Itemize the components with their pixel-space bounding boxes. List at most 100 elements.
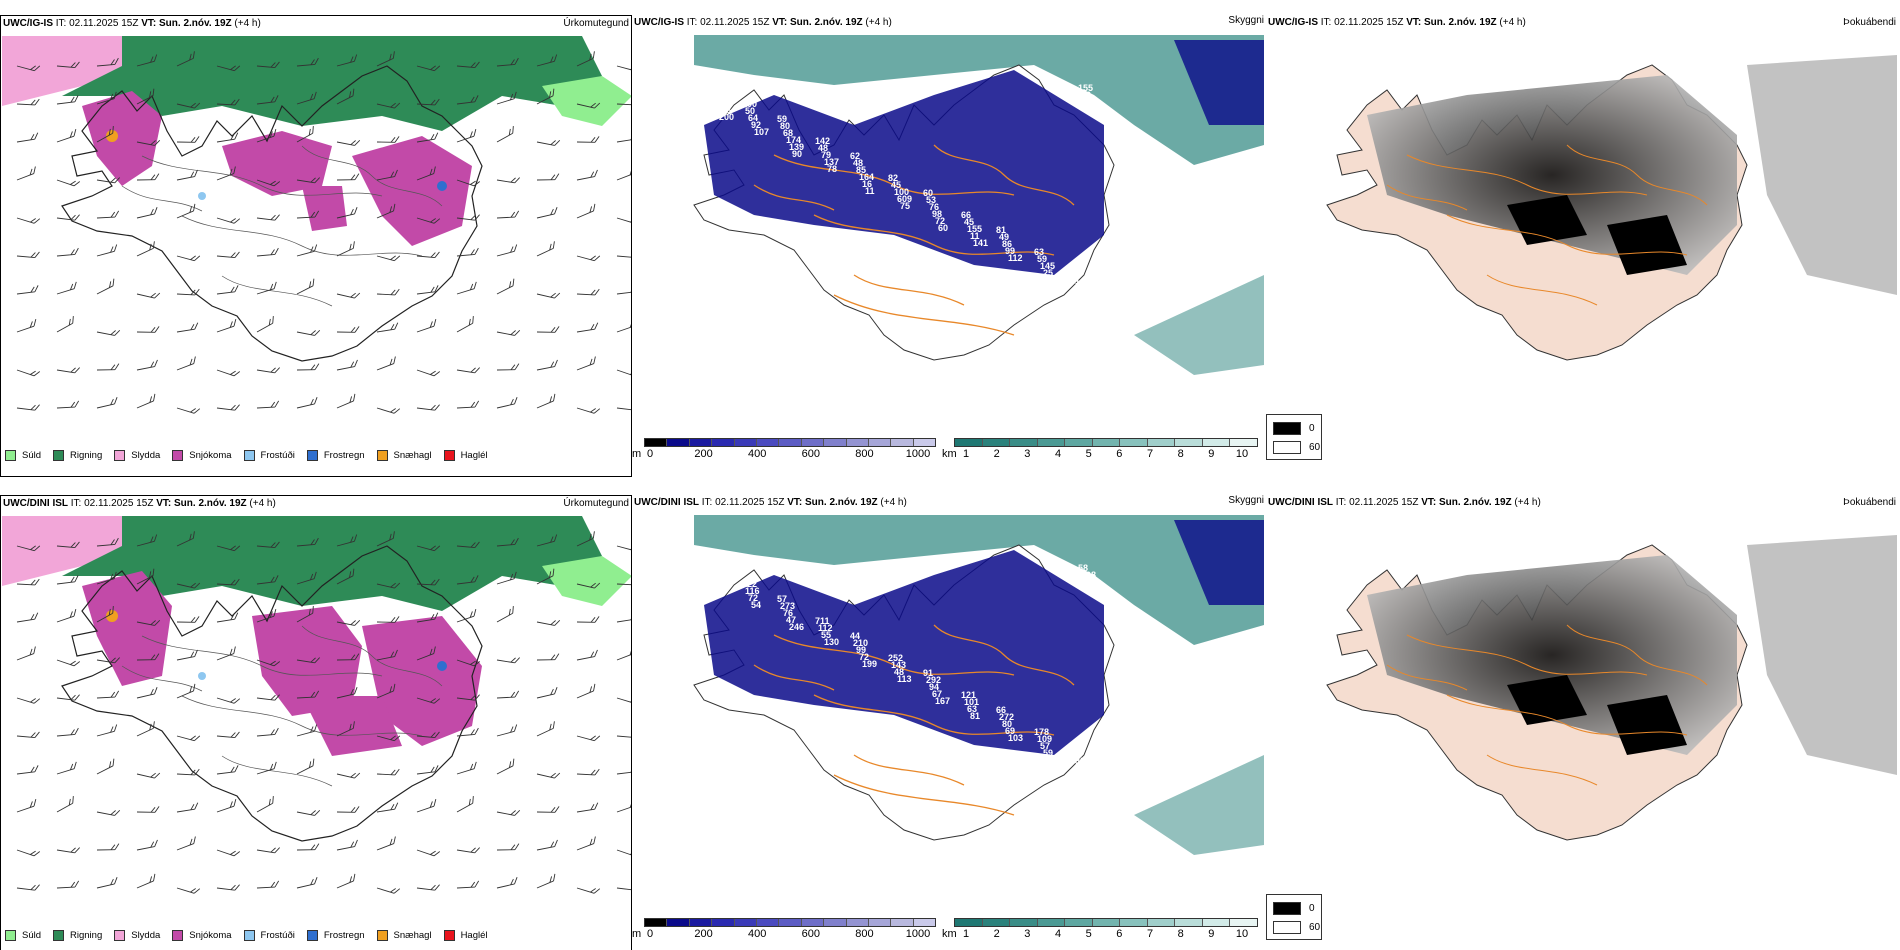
- wind-barb: [96, 809, 121, 816]
- ceiling-value-label: 147: [713, 98, 728, 108]
- terrain-contour: [1406, 634, 1648, 676]
- low-ceiling-area: [704, 550, 1104, 755]
- wind-barb: [96, 210, 120, 219]
- legend-swatch: [172, 929, 184, 941]
- fog-legend-label: 0: [1309, 903, 1315, 914]
- colorbar-tick: 10: [1235, 448, 1249, 460]
- colorbar-tick: 200: [694, 448, 713, 460]
- wind-barb: [456, 880, 480, 889]
- colorbar-bin: [734, 439, 757, 446]
- legend-label: Snjókoma: [189, 929, 232, 941]
- wind-barb: [176, 768, 200, 776]
- wind-barb: [416, 251, 440, 259]
- ceiling-value-label: 164: [859, 172, 874, 182]
- legend-label: Slydda: [131, 449, 161, 461]
- ceiling-value-label: 48: [853, 158, 863, 168]
- wind-barb: [96, 571, 117, 585]
- fog-index-area: [1747, 535, 1897, 775]
- terrain-contour: [1406, 154, 1648, 196]
- colorbar-bin: [645, 439, 668, 446]
- wind-barb: [456, 61, 480, 69]
- terrain-contour: [1386, 664, 1468, 691]
- wind-barb: [336, 173, 360, 181]
- wind-barb: [536, 393, 556, 409]
- wind-barb: [616, 321, 631, 333]
- legend-label: Snjókoma: [189, 449, 232, 461]
- ceiling-value-label: 63: [1034, 247, 1044, 257]
- legend-swatch: [53, 929, 65, 941]
- panel-title: UWC/IG-IS IT: 02.11.2025 15Z VT: Sun. 2.…: [3, 18, 261, 29]
- wind-barb: [136, 54, 158, 67]
- ceiling-value-label: 54: [751, 600, 761, 610]
- snow-area: [82, 571, 172, 686]
- wind-barb: [176, 683, 196, 699]
- legend-item: Snjókoma: [172, 929, 232, 941]
- wind-barb: [616, 884, 631, 891]
- visibility-area: [694, 515, 1264, 645]
- wind-barb: [376, 288, 400, 296]
- wind-barb: [256, 609, 277, 623]
- ceiling-value-label: 122: [742, 579, 757, 589]
- legend-label: Frostregn: [323, 449, 365, 461]
- ceiling-value-label: 48: [894, 667, 904, 677]
- wind-barb: [16, 646, 36, 661]
- wind-barb: [576, 322, 599, 333]
- wind-barb: [136, 653, 160, 661]
- wind-barb: [176, 288, 200, 296]
- wind-barb: [616, 217, 631, 224]
- wind-barb: [16, 799, 37, 813]
- legend-swatch: [306, 929, 318, 941]
- ceiling-value-label: 10: [1081, 90, 1091, 100]
- wind-barb: [496, 126, 514, 143]
- fog-legend-swatch: [1273, 921, 1301, 934]
- wind-barb: [496, 537, 519, 547]
- wind-barb: [616, 134, 631, 143]
- wind-barb: [376, 203, 396, 219]
- ceiling-value-label: 252: [888, 653, 903, 663]
- terrain-contour: [1486, 274, 1598, 306]
- coastline: [61, 65, 483, 362]
- ceiling-value-label: 60: [938, 223, 948, 233]
- wind-barb: [616, 65, 631, 72]
- road-line: [301, 625, 443, 687]
- wind-barb: [416, 545, 441, 552]
- colorbar-unit: m: [632, 928, 642, 940]
- ceiling-value-label: 128: [716, 105, 731, 115]
- freezing-rain-area: [437, 181, 447, 191]
- wind-barb: [456, 400, 480, 409]
- wind-barb: [416, 404, 440, 411]
- colorbar-tick: 0: [646, 448, 654, 460]
- ceiling-value-label: 141: [973, 238, 988, 248]
- legend-swatch: [443, 449, 455, 461]
- road-line: [141, 155, 383, 197]
- ceiling-value-label: 75: [900, 201, 910, 211]
- wind-barb: [96, 690, 120, 699]
- wind-barb: [136, 207, 158, 219]
- wind-barb: [136, 839, 158, 851]
- wind-barb: [536, 534, 558, 547]
- visibility-area: [694, 35, 1264, 165]
- wind-barb: [416, 132, 439, 143]
- ceiling-value-label: 273: [780, 601, 795, 611]
- ceiling-value-label: 145: [1040, 261, 1055, 271]
- legend-item: Súld: [5, 449, 41, 461]
- wind-barb: [16, 369, 41, 377]
- wind-barb: [256, 761, 277, 775]
- colorbar-bin: [891, 919, 914, 926]
- colorbar-bin: [824, 919, 847, 926]
- terrain-contour: [773, 154, 1015, 196]
- terrain-contour: [1446, 214, 1688, 256]
- wind-barb: [456, 129, 477, 143]
- colorbar-bin: [712, 919, 735, 926]
- wind-barb: [56, 659, 81, 667]
- ceiling-value-label: 99: [1005, 246, 1015, 256]
- road-line: [121, 185, 203, 212]
- wind-barb: [256, 659, 281, 667]
- colorbar-tick: 1000: [905, 448, 931, 460]
- ceiling-panel-bottom: UWC/DINI ISL IT: 02.11.2025 15Z VT: Sun.…: [632, 495, 1266, 950]
- wind-barb: [16, 251, 40, 259]
- low-ceiling-area: [1174, 520, 1264, 605]
- fog-index-area: [1607, 215, 1687, 275]
- colorbar-bin: [1065, 919, 1093, 926]
- legend-swatch: [114, 929, 126, 941]
